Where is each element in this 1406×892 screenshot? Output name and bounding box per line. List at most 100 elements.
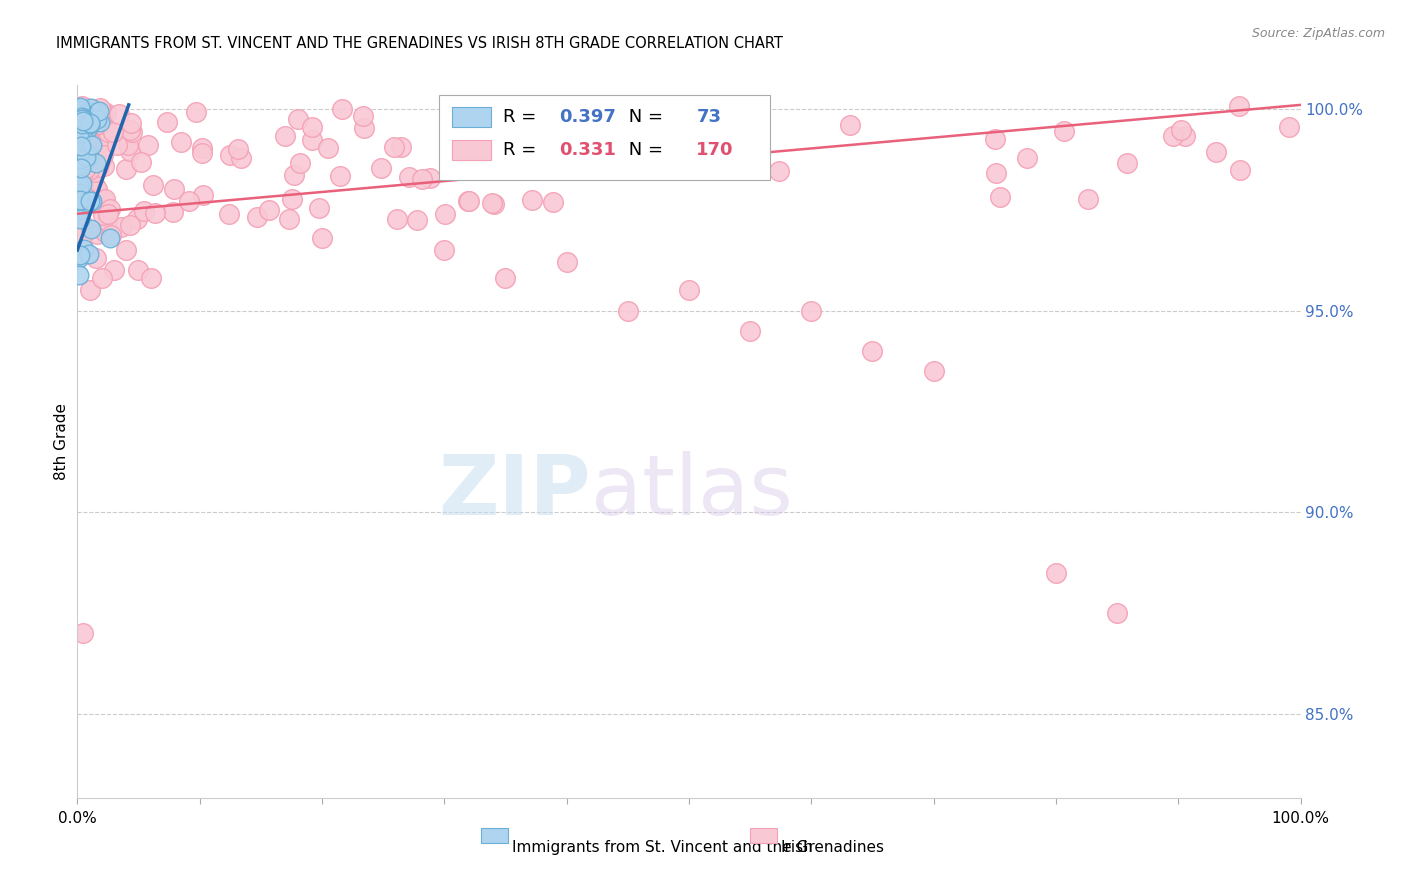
Point <box>73 103 96 118</box>
Point <box>984 132 1007 146</box>
Point <box>226 142 249 156</box>
Point <box>1205 145 1227 160</box>
Point <box>93 192 115 206</box>
Point <box>800 303 823 318</box>
Point <box>191 141 214 155</box>
Point <box>97 125 120 139</box>
Point <box>136 137 159 152</box>
Point <box>1174 128 1197 143</box>
Point <box>170 135 193 149</box>
Point <box>382 139 405 153</box>
Point <box>93 159 115 173</box>
Point <box>495 271 517 285</box>
Point <box>86 183 108 197</box>
Point <box>72 113 94 128</box>
Point <box>308 201 330 215</box>
Point <box>67 116 90 130</box>
Point <box>184 104 207 119</box>
Point <box>988 190 1011 204</box>
Point <box>163 182 186 196</box>
Point <box>301 120 323 134</box>
Point <box>90 110 112 124</box>
Point <box>1077 192 1099 206</box>
Point <box>69 193 91 207</box>
Point <box>73 106 96 120</box>
Point <box>75 161 97 176</box>
Point <box>591 110 613 124</box>
Point <box>70 161 93 175</box>
Text: R =: R = <box>503 108 541 126</box>
Point <box>457 194 479 208</box>
Point <box>69 101 91 115</box>
Point <box>86 112 108 127</box>
Point <box>75 149 97 163</box>
Point <box>482 196 505 211</box>
Point <box>69 110 91 124</box>
Point <box>69 103 91 117</box>
Point <box>1229 163 1251 178</box>
Point <box>79 247 101 261</box>
Point <box>89 118 111 132</box>
Point <box>411 172 433 186</box>
Point <box>218 207 240 221</box>
Text: IMMIGRANTS FROM ST. VINCENT AND THE GRENADINES VS IRISH 8TH GRADE CORRELATION CH: IMMIGRANTS FROM ST. VINCENT AND THE GREN… <box>56 36 783 51</box>
Point <box>67 268 90 283</box>
Point <box>127 263 149 277</box>
Point <box>678 284 700 298</box>
Point <box>69 152 91 166</box>
Point <box>75 114 97 128</box>
Point <box>79 138 101 153</box>
Point <box>80 101 103 115</box>
Point <box>70 159 93 173</box>
Point <box>70 139 93 153</box>
Point <box>353 120 375 135</box>
Point <box>115 161 138 176</box>
Point <box>77 128 100 143</box>
Point <box>77 162 100 177</box>
Point <box>352 109 374 123</box>
Point <box>100 227 122 242</box>
Point <box>191 146 214 161</box>
Point <box>77 149 100 163</box>
Point <box>72 121 94 136</box>
Text: atlas: atlas <box>591 451 793 532</box>
Point <box>118 145 141 159</box>
Text: R =: R = <box>503 141 541 159</box>
Point <box>69 100 91 114</box>
Point <box>69 226 91 240</box>
Text: N =: N = <box>623 108 669 126</box>
Point <box>72 153 94 167</box>
Point <box>98 231 121 245</box>
Point <box>434 206 457 220</box>
Point <box>311 231 333 245</box>
Point <box>70 177 93 191</box>
Bar <box>751 829 778 843</box>
Point <box>72 626 94 640</box>
Point <box>156 114 179 128</box>
Point <box>329 169 352 184</box>
Point <box>118 123 141 137</box>
Point <box>69 248 91 262</box>
Point <box>91 112 114 127</box>
Point <box>79 117 101 131</box>
Point <box>120 115 142 129</box>
Point <box>75 192 97 206</box>
Point <box>69 212 91 227</box>
Point <box>67 146 90 161</box>
Point <box>72 99 94 113</box>
Point <box>75 188 97 202</box>
Point <box>67 120 90 134</box>
Point <box>1116 156 1139 170</box>
Point <box>281 192 304 206</box>
Point <box>441 116 464 130</box>
Point <box>91 121 114 136</box>
Point <box>75 145 97 159</box>
Point <box>398 169 420 184</box>
Point <box>89 114 111 128</box>
Point <box>70 228 93 243</box>
Point <box>1170 123 1192 137</box>
Point <box>79 114 101 128</box>
Point <box>93 132 115 146</box>
Point <box>740 324 762 338</box>
Point <box>70 127 93 141</box>
